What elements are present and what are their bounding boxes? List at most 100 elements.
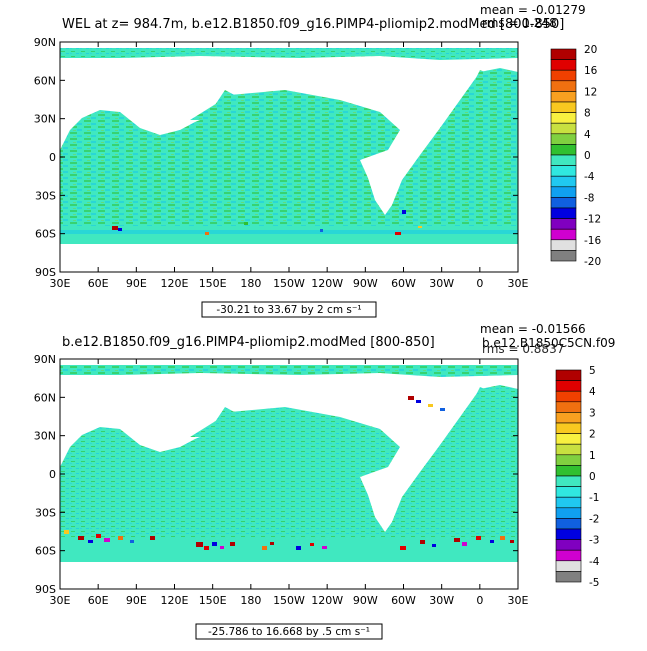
panel-bottom-lon-labels: 30E 60E 90E 120E 150E 180 150W 120W 90W 60W 30W 0 30…	[50, 594, 529, 607]
colorbar-label: 0	[584, 150, 591, 162]
lon-label: 120E	[161, 277, 189, 290]
panel-top-title: WEL at z= 984.7m, b.e12.B1850.f09_g16.PI…	[62, 17, 564, 32]
colorbar-swatch	[555, 475, 582, 487]
colorbar-label: 4	[584, 129, 591, 141]
colorbar-label: -2	[589, 513, 599, 525]
panel-bottom-ticks	[59, 358, 519, 590]
colorbar-swatch	[555, 443, 582, 456]
colorbar-label: 3	[589, 407, 596, 419]
colorbar-swatch	[550, 59, 577, 71]
panel-top-range-box	[201, 301, 377, 318]
colorbar-swatch	[550, 228, 577, 241]
lon-label: 30E	[508, 277, 529, 290]
colorbar-swatch	[550, 69, 577, 82]
colorbar-swatch	[555, 454, 582, 466]
lon-label: 90W	[353, 277, 378, 290]
colorbar-swatch	[555, 390, 582, 403]
colorbar-swatch	[555, 528, 582, 540]
lon-label: 30E	[50, 594, 71, 607]
colorbar-label: 20	[584, 44, 597, 56]
colorbar-swatch	[555, 433, 582, 445]
lon-label: 120W	[311, 277, 343, 290]
lon-label: 90E	[126, 277, 147, 290]
panel-bottom-map	[60, 359, 518, 589]
colorbar-label: -1	[589, 492, 599, 504]
panel-top-map	[60, 42, 518, 272]
colorbar-label: 1	[589, 450, 596, 462]
lon-label: 180	[240, 277, 261, 290]
lat-label: 90S	[35, 583, 56, 596]
colorbar-swatch	[555, 369, 582, 381]
panel-bottom-lat-labels: 90N 60N 30N 0 30S 60S 90S	[34, 353, 56, 596]
colorbar-swatch	[555, 486, 582, 498]
colorbar-swatch	[550, 48, 577, 60]
lon-label: 150E	[199, 594, 227, 607]
panel-bottom-title: b.e12.B1850.f09_g16.PIMP4-pliomip2.modMe…	[62, 335, 435, 350]
lat-label: 60S	[35, 228, 56, 241]
lat-label: 30N	[34, 430, 56, 443]
colorbar-swatch	[555, 496, 582, 509]
panel-bottom: b.e12.B1850.f09_g16.PIMP4-pliomip2.modMe…	[34, 322, 615, 640]
colorbar-swatch	[555, 422, 582, 434]
colorbar-label: 2	[589, 429, 596, 441]
panel-bottom-subtitle-right: b.e12.B1850C5CN.f09	[482, 336, 615, 350]
lon-label: 150W	[273, 277, 305, 290]
colorbar-swatch	[550, 218, 577, 230]
colorbar-swatch	[550, 91, 577, 103]
lat-label: 60N	[34, 391, 56, 404]
lat-label: 0	[49, 151, 56, 164]
colorbar-swatch	[550, 186, 577, 198]
colorbar-swatch	[555, 412, 582, 424]
colorbar-label: 12	[584, 86, 597, 98]
colorbar-swatch	[550, 80, 577, 92]
colorbar-swatch	[550, 112, 577, 124]
colorbar-label: 4	[589, 386, 596, 398]
panel-top: WEL at z= 984.7m, b.e12.B1850.f09_g16.PI…	[34, 3, 601, 318]
colorbar-label: -8	[584, 192, 594, 204]
lat-label: 60S	[35, 545, 56, 558]
colorbar-swatch	[555, 401, 582, 413]
colorbar-swatch	[555, 571, 582, 583]
panel-top-rms: rms = 1.248	[482, 16, 557, 30]
colorbar-swatch	[555, 539, 582, 551]
colorbar-label: -4	[589, 556, 600, 568]
colorbar-label: 16	[584, 65, 598, 77]
lon-label: 0	[476, 594, 483, 607]
lon-label: 150W	[273, 594, 305, 607]
lon-label: 30W	[429, 277, 454, 290]
colorbar-swatch	[555, 518, 582, 530]
colorbar-label: -3	[589, 535, 599, 547]
colorbar-swatch	[550, 165, 577, 177]
colorbar-swatch	[555, 560, 582, 572]
colorbar-label: -5	[589, 577, 599, 589]
colorbar-label: 5	[589, 365, 596, 377]
panel-top-range: -30.21 to 33.67 by 2 cm s⁻¹	[216, 304, 361, 316]
lat-label: 30S	[35, 189, 56, 202]
colorbar-swatch	[555, 465, 582, 477]
lon-label: 30E	[50, 277, 71, 290]
colorbar-swatch	[550, 144, 577, 156]
panel-bottom-rms: rms = 0.8837	[482, 342, 564, 356]
colorbar-swatch	[550, 197, 577, 209]
colorbar-label: 8	[584, 108, 591, 120]
lat-label: 90S	[35, 266, 56, 279]
colorbar-swatch	[555, 380, 582, 392]
lat-label: 90N	[34, 353, 56, 366]
lon-label: 90E	[126, 594, 147, 607]
colorbar-swatch	[550, 239, 577, 251]
colorbar-swatch	[555, 549, 582, 562]
panel-bottom-range: -25.786 to 16.668 by .5 cm s⁻¹	[208, 626, 370, 638]
colorbar-label: -12	[584, 214, 601, 226]
lat-label: 0	[49, 468, 56, 481]
lon-label: 60E	[88, 594, 109, 607]
panel-top-ticks	[59, 41, 519, 273]
panel-bottom-anomalies	[64, 396, 514, 550]
lon-label: 60E	[88, 277, 109, 290]
colorbar-swatch	[550, 101, 577, 113]
colorbar-swatch	[550, 207, 577, 219]
colorbar-swatch	[550, 175, 577, 188]
lon-label: 30W	[429, 594, 454, 607]
lon-label: 180	[240, 594, 261, 607]
colorbar-label: 0	[589, 471, 596, 483]
